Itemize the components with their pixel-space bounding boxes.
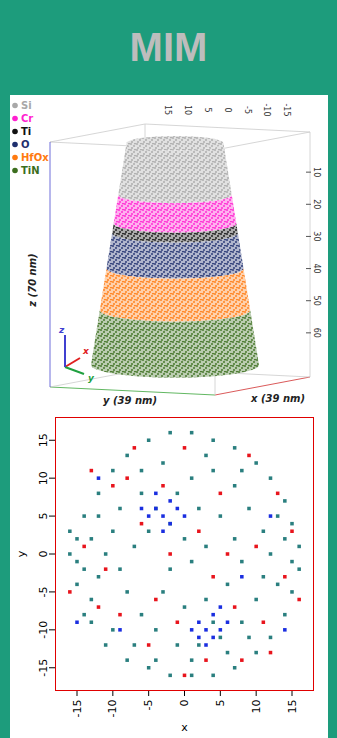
svg-text:TiN: TiN bbox=[21, 165, 40, 176]
svg-text:40: 40 bbox=[312, 263, 321, 273]
svg-text:-15: -15 bbox=[37, 659, 50, 677]
svg-text:z (70 nm): z (70 nm) bbox=[27, 253, 38, 307]
svg-text:Cr: Cr bbox=[21, 113, 33, 124]
svg-text:5: 5 bbox=[203, 107, 212, 112]
svg-text:-5: -5 bbox=[37, 586, 50, 597]
svg-text:-10: -10 bbox=[106, 700, 119, 718]
svg-text:0: 0 bbox=[223, 107, 232, 112]
svg-text:0: 0 bbox=[178, 700, 191, 707]
svg-text:15: 15 bbox=[163, 105, 172, 115]
svg-text:30: 30 bbox=[312, 231, 321, 241]
svg-text:15: 15 bbox=[286, 700, 299, 714]
html-text:MIM: MIM bbox=[129, 25, 208, 69]
svg-text:y: y bbox=[15, 550, 28, 557]
svg-text:Ti: Ti bbox=[21, 126, 31, 137]
svg-text:x: x bbox=[181, 721, 188, 734]
svg-text:-15: -15 bbox=[71, 700, 84, 718]
svg-text:10: 10 bbox=[183, 105, 192, 115]
svg-text:10: 10 bbox=[250, 700, 263, 714]
svg-text:O: O bbox=[21, 139, 30, 150]
svg-text:x: x bbox=[82, 346, 90, 356]
svg-text:20: 20 bbox=[312, 199, 321, 209]
svg-text:10: 10 bbox=[312, 167, 321, 177]
svg-text:10: 10 bbox=[37, 471, 50, 485]
svg-text:15: 15 bbox=[37, 433, 50, 447]
svg-text:-10: -10 bbox=[262, 103, 271, 116]
svg-text:0: 0 bbox=[37, 551, 50, 558]
svg-text:5: 5 bbox=[214, 700, 227, 707]
svg-text:-5: -5 bbox=[243, 106, 252, 114]
svg-text:5: 5 bbox=[37, 513, 50, 520]
svg-text:y: y bbox=[88, 373, 95, 383]
svg-text:Si: Si bbox=[21, 100, 32, 111]
svg-text:x (39 nm): x (39 nm) bbox=[250, 393, 305, 404]
svg-text:60: 60 bbox=[312, 328, 321, 338]
svg-text:z: z bbox=[58, 325, 65, 335]
svg-text:-15: -15 bbox=[282, 103, 291, 116]
svg-text:HfOx: HfOx bbox=[21, 152, 49, 163]
svg-text:50: 50 bbox=[312, 296, 321, 306]
svg-text:-5: -5 bbox=[142, 699, 155, 710]
svg-text:y (39 nm): y (39 nm) bbox=[103, 395, 157, 406]
svg-text:-10: -10 bbox=[37, 621, 50, 639]
